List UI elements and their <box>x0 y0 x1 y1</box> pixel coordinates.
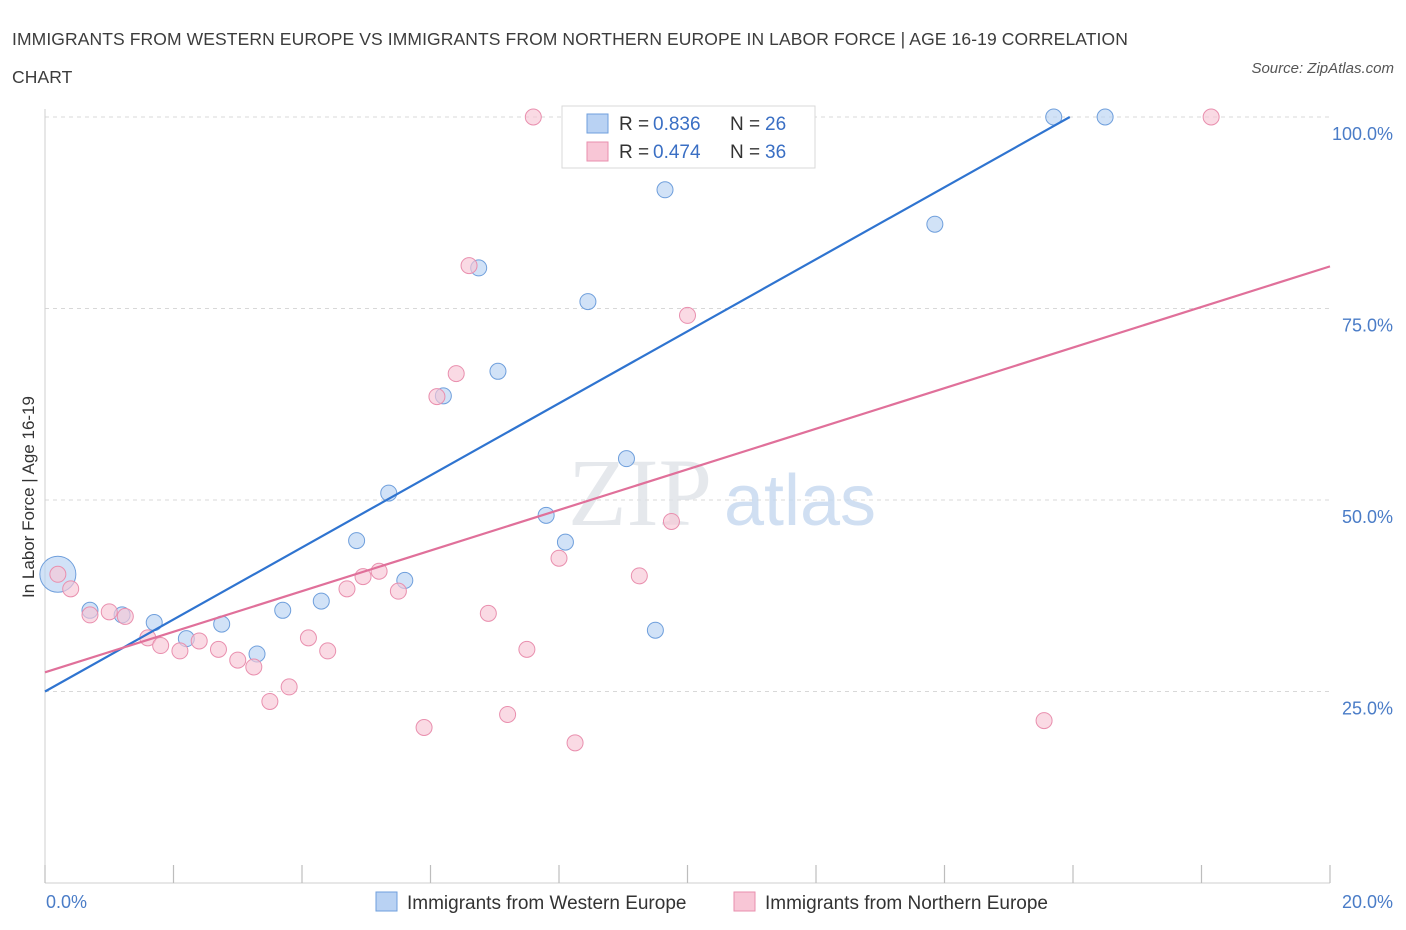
data-point <box>190 632 208 650</box>
data-point <box>1096 108 1114 126</box>
legend-r-label-northern: R = <box>619 142 649 163</box>
data-point <box>100 603 118 621</box>
data-point <box>499 705 517 723</box>
legend-box: R = 0.836 N = 26 R = 0.474 N = 36 <box>561 105 816 169</box>
data-point <box>338 580 356 598</box>
bottom-legend: Immigrants from Western Europe Immigrant… <box>375 891 1048 914</box>
data-point <box>646 621 664 639</box>
trendline-northern <box>44 265 1331 674</box>
data-point <box>299 629 317 647</box>
data-point <box>348 532 366 550</box>
data-point <box>479 604 497 622</box>
gridlines <box>45 116 1330 692</box>
legend-n-label-northern: N = <box>730 142 760 163</box>
data-point <box>656 181 674 199</box>
legend-n-label-western: N = <box>730 114 760 135</box>
legend-r-value-northern: 0.474 <box>653 142 701 163</box>
data-point <box>319 642 337 660</box>
bottom-legend-swatch-northern <box>733 891 756 912</box>
data-point <box>926 215 944 233</box>
y-tick-label: 50.0% <box>1342 507 1393 527</box>
data-point <box>389 582 407 600</box>
data-point <box>566 734 584 752</box>
chart-title: IMMIGRANTS FROM WESTERN EUROPE VS IMMIGR… <box>12 29 1128 87</box>
data-point <box>312 592 330 610</box>
data-point <box>280 678 298 696</box>
legend-n-value-western: 26 <box>765 114 786 135</box>
x-tick-label: 0.0% <box>46 892 87 912</box>
series-northern-points <box>49 108 1220 752</box>
data-point <box>415 719 433 737</box>
data-point <box>630 567 648 585</box>
data-point <box>489 362 507 380</box>
axes <box>44 109 1331 884</box>
data-point <box>550 549 568 567</box>
data-point <box>556 533 574 551</box>
data-point <box>209 640 227 658</box>
legend-swatch-northern <box>586 141 609 162</box>
y-tick-labels: 25.0% 50.0% 75.0% 100.0% <box>1332 124 1393 719</box>
y-tick-label: 25.0% <box>1342 699 1393 719</box>
data-point <box>662 512 680 530</box>
data-point <box>524 108 542 126</box>
bottom-legend-swatch-western <box>375 891 398 912</box>
data-point <box>152 637 170 655</box>
data-point <box>81 606 99 624</box>
legend-n-value-northern: 36 <box>765 142 786 163</box>
legend-r-label-western: R = <box>619 114 649 135</box>
bottom-legend-label-northern: Immigrants from Northern Europe <box>765 893 1048 914</box>
data-point <box>428 388 446 406</box>
legend-r-value-western: 0.836 <box>653 114 701 135</box>
data-point <box>1202 108 1220 126</box>
data-point <box>229 651 247 669</box>
data-point <box>116 607 134 625</box>
data-point <box>579 293 597 311</box>
data-point <box>518 640 536 658</box>
x-tick-label: 20.0% <box>1342 892 1393 912</box>
data-point <box>171 642 189 660</box>
y-tick-label: 100.0% <box>1332 124 1393 144</box>
data-point <box>274 601 292 619</box>
x-tick-labels: 0.0% 20.0% <box>46 892 1393 912</box>
data-point <box>460 257 478 275</box>
trendline-western <box>44 116 1071 693</box>
legend-swatch-western <box>586 113 609 134</box>
data-point <box>49 565 67 583</box>
data-point <box>245 658 263 676</box>
data-point <box>617 450 635 468</box>
watermark-zip: ZIP <box>568 439 712 546</box>
data-point <box>62 580 80 598</box>
data-point <box>679 306 696 324</box>
data-point <box>447 365 465 383</box>
y-axis-label: In Labor Force | Age 16-19 <box>19 396 38 598</box>
source-label: Source: ZipAtlas.com <box>1251 60 1394 77</box>
data-point <box>261 692 279 710</box>
y-tick-label: 75.0% <box>1342 316 1393 336</box>
watermark-atlas: atlas <box>724 461 876 541</box>
data-point <box>537 506 555 524</box>
data-point <box>1035 712 1053 730</box>
bottom-legend-label-western: Immigrants from Western Europe <box>407 893 686 914</box>
trendlines <box>44 116 1331 693</box>
